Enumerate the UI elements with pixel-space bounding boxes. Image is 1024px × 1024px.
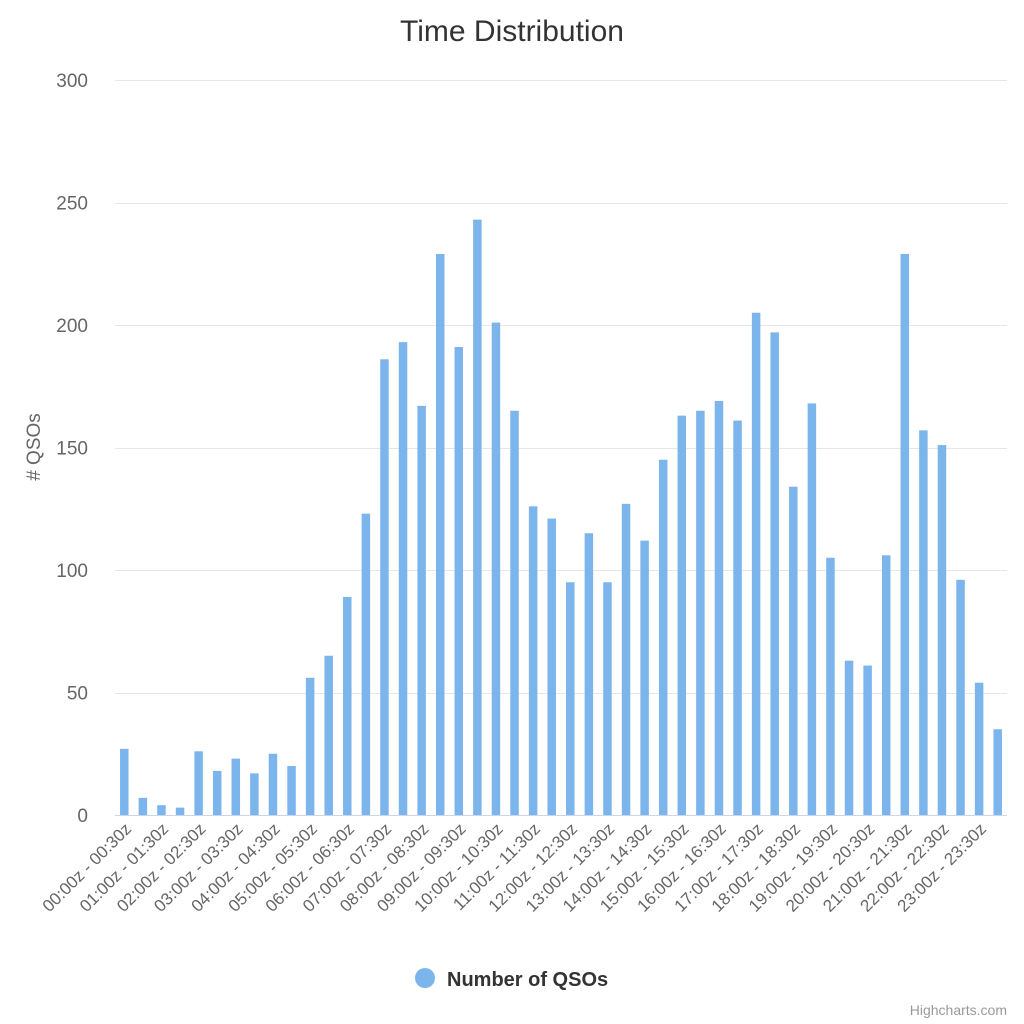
bar[interactable] (844, 660, 854, 815)
bar[interactable] (696, 410, 705, 815)
bar[interactable] (826, 557, 835, 815)
bar[interactable] (212, 770, 222, 815)
bar[interactable] (881, 555, 891, 815)
bar[interactable] (937, 445, 947, 815)
bar[interactable] (120, 748, 129, 815)
bar[interactable] (677, 415, 687, 815)
bar[interactable] (621, 503, 631, 815)
bar[interactable] (194, 751, 203, 815)
y-tick-label: 300 (56, 71, 88, 92)
bar[interactable] (751, 312, 761, 815)
bar[interactable] (528, 506, 538, 815)
bar[interactable] (603, 582, 612, 815)
bar[interactable] (640, 540, 649, 815)
y-tick-label: 200 (56, 316, 88, 337)
bar[interactable] (658, 459, 668, 815)
bar[interactable] (175, 807, 185, 815)
bar[interactable] (510, 410, 519, 815)
y-tick-label: 0 (77, 806, 88, 827)
bar[interactable] (361, 513, 371, 815)
credits-link[interactable]: Highcharts.com (910, 1002, 1007, 1018)
legend-marker (415, 968, 435, 988)
bar[interactable] (919, 430, 928, 815)
y-tick-label: 150 (56, 439, 88, 460)
bar[interactable] (287, 766, 296, 815)
bar[interactable] (770, 332, 779, 815)
bar[interactable] (789, 486, 798, 815)
bar[interactable] (454, 347, 464, 815)
chart-title: Time Distribution (400, 15, 624, 48)
bar[interactable] (435, 253, 445, 815)
bar[interactable] (473, 219, 482, 815)
y-tick-label: 100 (56, 561, 88, 582)
bar[interactable] (305, 677, 315, 815)
bar[interactable] (733, 420, 742, 815)
bar[interactable] (250, 773, 259, 815)
bar[interactable] (491, 322, 501, 815)
bar[interactable] (398, 342, 408, 815)
legend[interactable]: Number of QSOs (415, 968, 608, 991)
bar[interactable] (974, 682, 984, 815)
bar[interactable] (566, 582, 575, 815)
y-axis-title: # QSOs (24, 413, 45, 481)
bar[interactable] (547, 518, 556, 815)
y-tick-label: 50 (67, 684, 88, 705)
bar-series (120, 219, 1002, 815)
bar[interactable] (956, 579, 965, 815)
bar[interactable] (231, 758, 241, 815)
y-tick-label: 250 (56, 194, 88, 215)
bar[interactable] (807, 403, 817, 815)
bar[interactable] (584, 533, 594, 815)
bar[interactable] (138, 797, 148, 815)
bar[interactable] (900, 253, 910, 815)
bar[interactable] (863, 665, 872, 815)
legend-item-label[interactable]: Number of QSOs (447, 969, 608, 991)
bar[interactable] (417, 405, 426, 815)
bar[interactable] (380, 359, 389, 815)
bar[interactable] (993, 729, 1002, 815)
bar[interactable] (268, 753, 278, 815)
bar[interactable] (324, 655, 333, 815)
gridlines (115, 80, 1007, 694)
y-axis-ticks: 0 50 100 150 200 250 300 (56, 71, 88, 827)
bar[interactable] (343, 596, 352, 815)
bar[interactable] (157, 805, 166, 815)
bar[interactable] (714, 400, 724, 815)
